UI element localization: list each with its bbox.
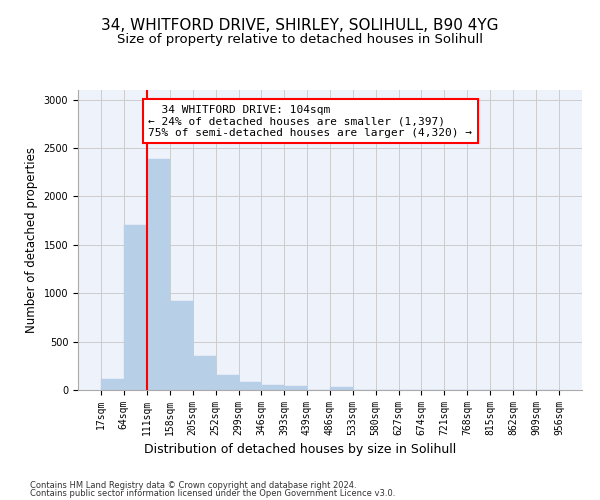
- Text: 34 WHITFORD DRIVE: 104sqm
← 24% of detached houses are smaller (1,397)
75% of se: 34 WHITFORD DRIVE: 104sqm ← 24% of detac…: [148, 104, 472, 138]
- Text: Distribution of detached houses by size in Solihull: Distribution of detached houses by size …: [144, 442, 456, 456]
- Bar: [330, 387, 353, 390]
- Text: Contains public sector information licensed under the Open Government Licence v3: Contains public sector information licen…: [30, 488, 395, 498]
- Bar: [170, 301, 193, 390]
- Bar: [101, 380, 124, 390]
- Bar: [284, 386, 307, 390]
- Text: Size of property relative to detached houses in Solihull: Size of property relative to detached ho…: [117, 32, 483, 46]
- Bar: [124, 226, 147, 390]
- Bar: [147, 158, 170, 390]
- Bar: [193, 356, 215, 390]
- Text: 34, WHITFORD DRIVE, SHIRLEY, SOLIHULL, B90 4YG: 34, WHITFORD DRIVE, SHIRLEY, SOLIHULL, B…: [101, 18, 499, 32]
- Bar: [262, 384, 284, 390]
- Y-axis label: Number of detached properties: Number of detached properties: [25, 147, 38, 333]
- Bar: [215, 376, 239, 390]
- Text: Contains HM Land Registry data © Crown copyright and database right 2024.: Contains HM Land Registry data © Crown c…: [30, 481, 356, 490]
- Bar: [239, 382, 262, 390]
